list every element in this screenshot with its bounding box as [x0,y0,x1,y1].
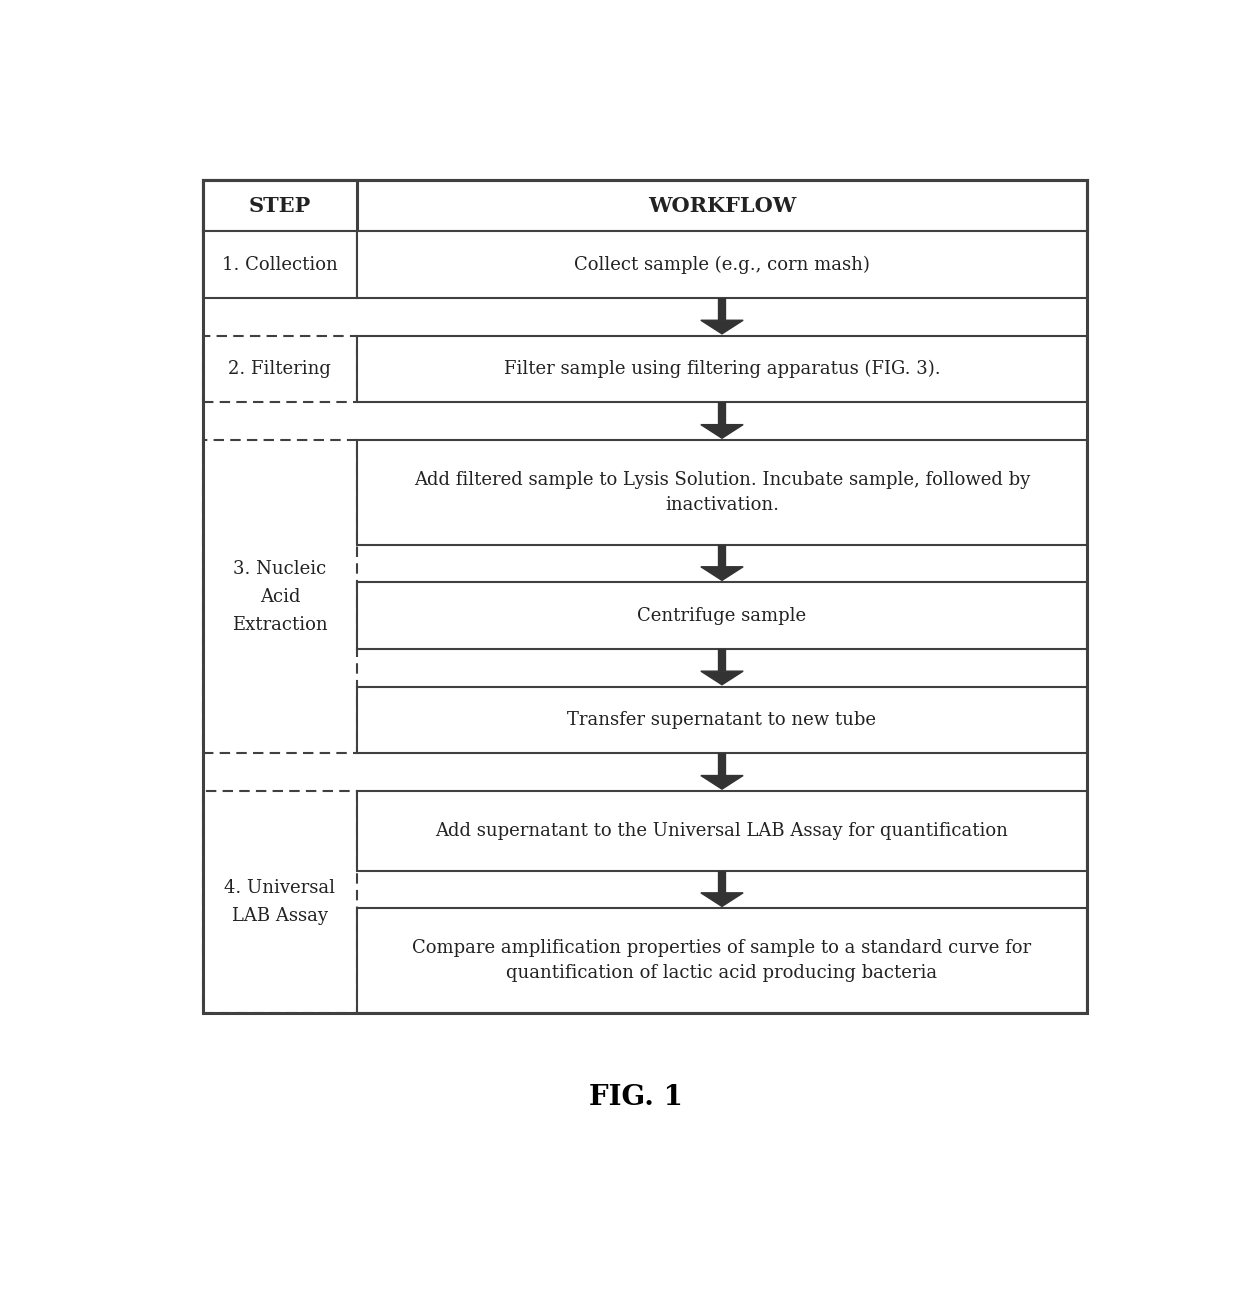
Text: Filter sample using filtering apparatus (FIG. 3).: Filter sample using filtering apparatus … [503,360,940,378]
Bar [203,179,357,231]
Polygon shape [701,320,743,334]
Text: 1. Collection: 1. Collection [222,256,337,274]
Text: Transfer supernatant to new tube: Transfer supernatant to new tube [568,711,877,729]
Bar [203,336,357,403]
Bar [357,687,1087,754]
Polygon shape [701,671,743,684]
Text: Collect sample (e.g., corn mash): Collect sample (e.g., corn mash) [574,256,870,274]
Polygon shape [701,567,743,581]
Text: STEP: STEP [249,196,311,216]
Bar [357,909,1087,1013]
Polygon shape [701,425,743,438]
Text: FIG. 1: FIG. 1 [589,1084,682,1110]
Text: 4. Universal
LAB Assay: 4. Universal LAB Assay [224,879,336,924]
Bar [203,179,1087,231]
Bar [357,791,1087,870]
Text: Add filtered sample to Lysis Solution. Incubate sample, followed by
inactivation: Add filtered sample to Lysis Solution. I… [414,471,1030,514]
Bar [357,336,1087,403]
Text: 2. Filtering: 2. Filtering [228,360,331,378]
Text: WORKFLOW: WORKFLOW [647,196,796,216]
Bar [203,791,357,1013]
Bar [203,231,357,298]
Text: Centrifuge sample: Centrifuge sample [637,607,806,625]
Text: 3. Nucleic
Acid
Extraction: 3. Nucleic Acid Extraction [232,560,327,634]
Bar [357,582,1087,649]
Polygon shape [701,776,743,789]
Text: Compare amplification properties of sample to a standard curve for
quantificatio: Compare amplification properties of samp… [413,939,1032,982]
Polygon shape [701,893,743,906]
Bar [357,231,1087,298]
Bar [203,179,1087,1013]
Text: Add supernatant to the Universal LAB Assay for quantification: Add supernatant to the Universal LAB Ass… [435,822,1008,840]
Bar [203,440,357,754]
Bar [357,440,1087,545]
